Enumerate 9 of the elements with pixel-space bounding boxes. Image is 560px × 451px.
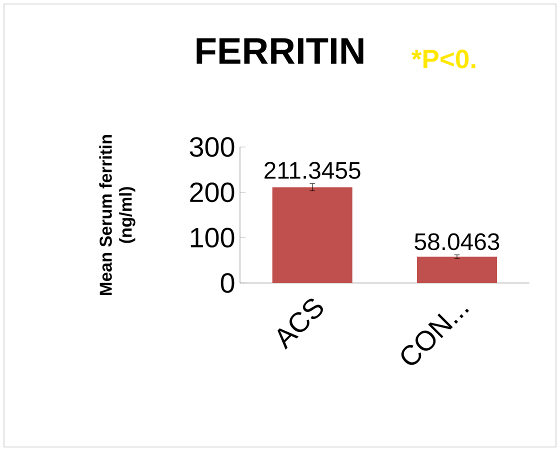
data-label: 58.0463 bbox=[414, 233, 500, 250]
y-tick-label: 200 bbox=[190, 182, 234, 202]
y-tick-label: 300 bbox=[190, 137, 234, 157]
y-tick-label: 100 bbox=[190, 228, 234, 248]
y-axis-title: Mean Serum ferritin (ng/ml) bbox=[99, 135, 136, 295]
data-label: 211.3455 bbox=[264, 162, 360, 179]
chart-title: FERRITIN bbox=[196, 38, 364, 64]
y-tick-label: 0 bbox=[220, 273, 234, 293]
text: *P<0. bbox=[411, 50, 476, 68]
